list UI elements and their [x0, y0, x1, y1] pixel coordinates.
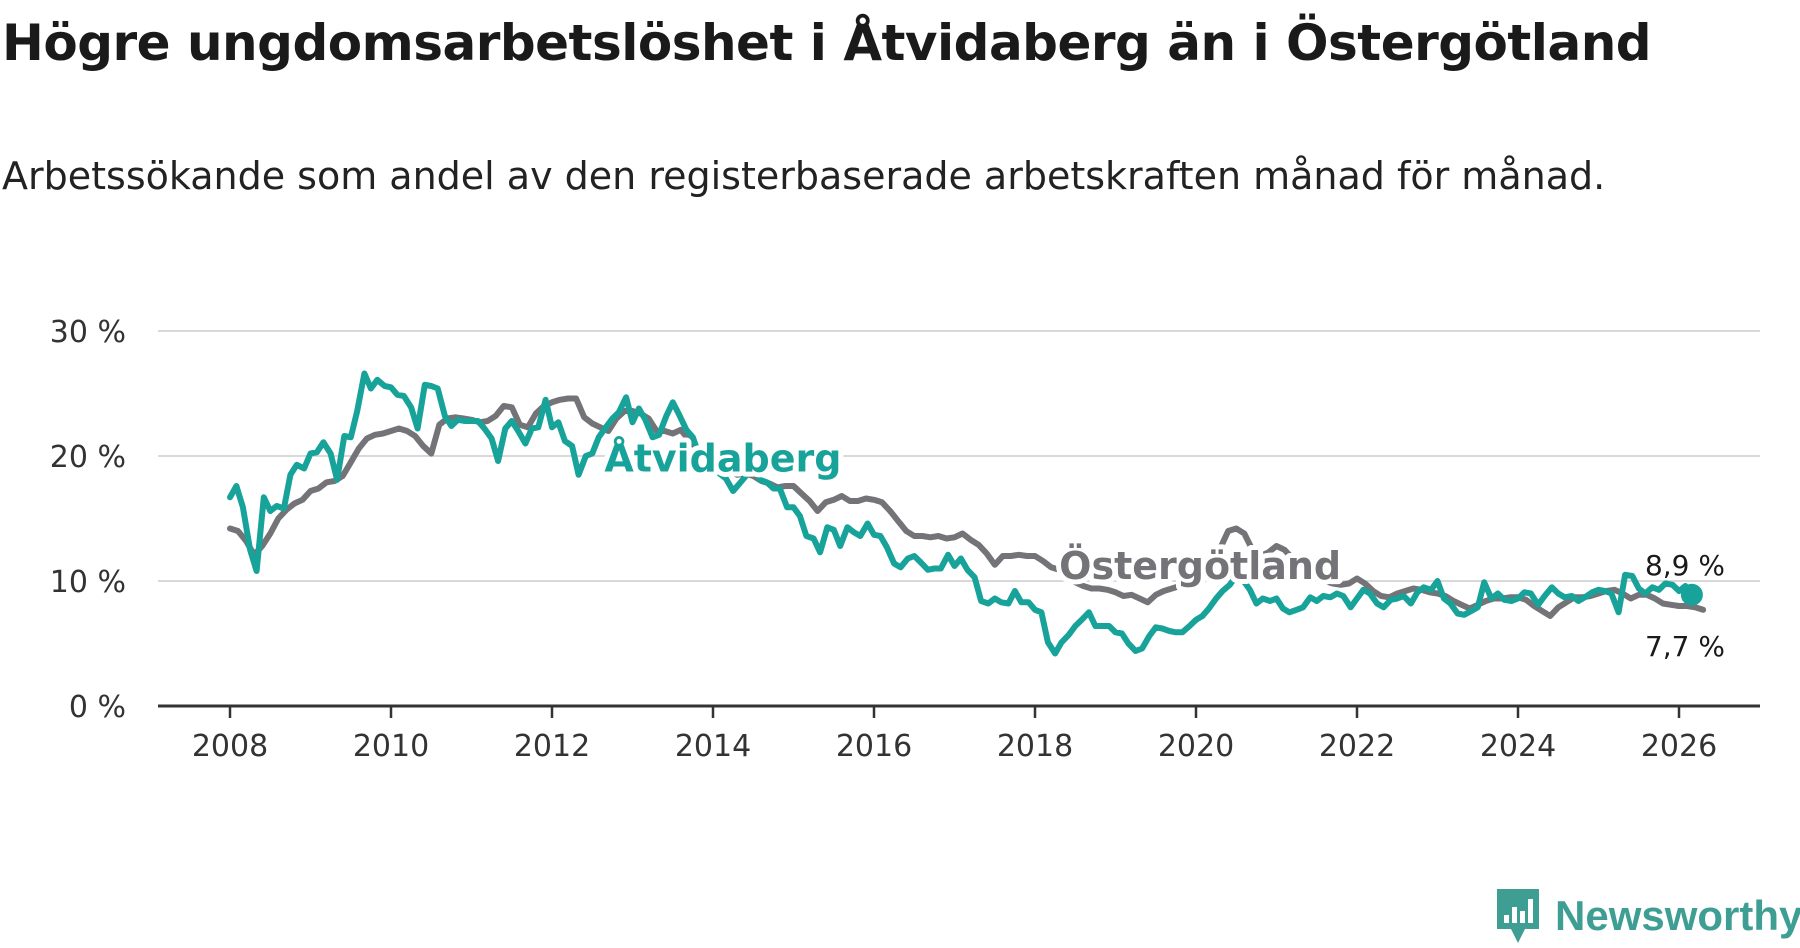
x-tick-label: 2018: [997, 729, 1073, 764]
series-label-ostergotland: Östergötland: [1059, 544, 1341, 588]
chart-subtitle: Arbetssökande som andel av den registerb…: [2, 154, 1606, 198]
end-label-atvidaberg: 8,9 %: [1645, 549, 1725, 582]
y-tick-label: 0 %: [69, 690, 126, 725]
x-tick-label: 2016: [836, 729, 912, 764]
endpoint-marker-atvidaberg: [1680, 583, 1703, 606]
gridlines: [158, 330, 1760, 582]
series-lines: [227, 370, 1707, 657]
chart-title: Högre ungdomsarbetslöshet i Åtvidaberg ä…: [2, 14, 1652, 72]
series-line-atvidaberg: [227, 370, 1695, 657]
series-labels: Östergötland 7,7 % Åtvidaberg 8,9 %: [599, 432, 1725, 663]
x-tick-label: 2012: [514, 729, 590, 764]
bar-chart-logo-icon: [1497, 889, 1539, 943]
logo-wordmark: Newsworthy: [1555, 892, 1800, 939]
x-tick-label: 2026: [1641, 729, 1717, 764]
end-label-ostergotland: 7,7 %: [1645, 630, 1725, 663]
y-tick-label: 30 %: [50, 315, 126, 350]
series-label-atvidaberg: Åtvidaberg: [604, 437, 841, 481]
y-tick-label: 10 %: [50, 565, 126, 600]
newsworthy-logo: Newsworthy: [1493, 885, 1800, 947]
x-tick-label: 2020: [1158, 729, 1234, 764]
y-axis-ticks: 0 % 10 % 20 % 30 %: [50, 315, 126, 725]
x-tick-label: 2024: [1480, 729, 1556, 764]
x-tick-label: 2014: [675, 729, 751, 764]
x-tick-label: 2008: [192, 729, 268, 764]
y-tick-label: 20 %: [50, 440, 126, 475]
x-tick-label: 2022: [1319, 729, 1395, 764]
x-axis: 2008 2010 2012 2014 2016 2018 2020 2022 2024 2026: [158, 704, 1760, 764]
x-tick-label: 2010: [353, 729, 429, 764]
